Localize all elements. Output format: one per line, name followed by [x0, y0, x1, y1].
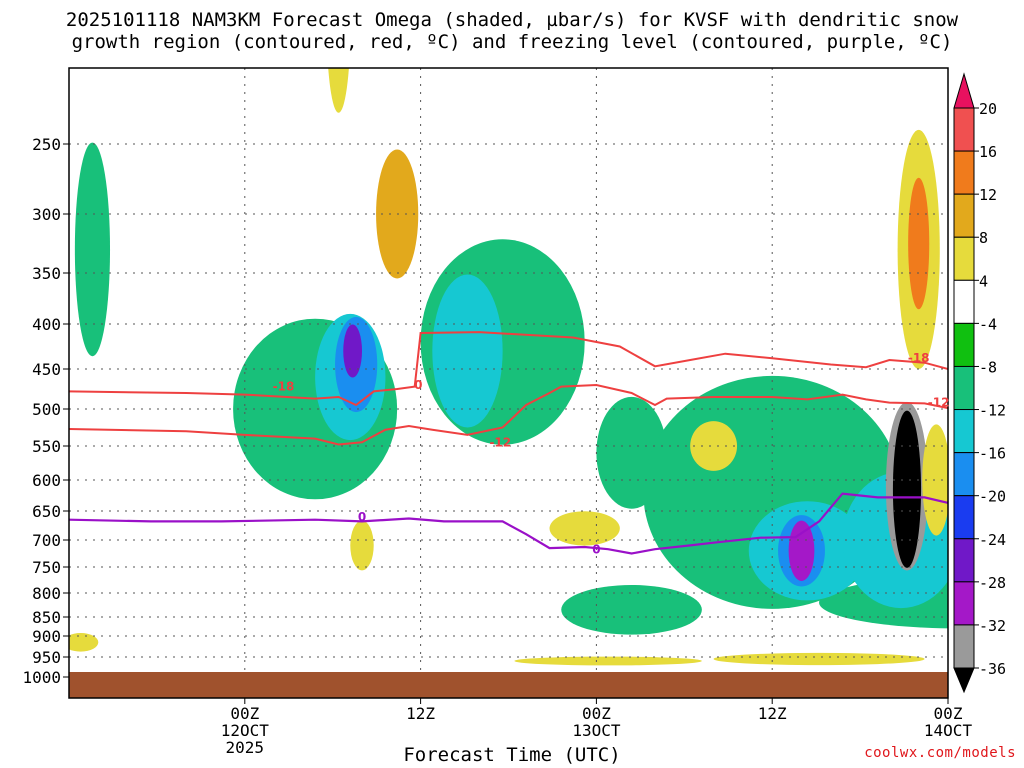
contour-label-dgz_lower: -12: [489, 435, 511, 449]
colorbar-label--16: -16: [979, 445, 1006, 463]
colorbar-label--24: -24: [979, 531, 1006, 549]
colorbar-segment-7: [953, 365, 975, 411]
contour-label-freezing_b: 0: [592, 543, 600, 557]
dgz-minus18-contour: [69, 331, 948, 407]
y-tick-label-250: 250: [32, 135, 61, 154]
colorbar-segment-6: [953, 322, 975, 367]
x-tick-label-0-2: 12OCT: [221, 721, 270, 740]
y-tick-label-700: 700: [32, 531, 61, 550]
omega-region-6: [561, 585, 702, 635]
colorbar-segment-5: [953, 279, 975, 324]
x-axis-title: Forecast Time (UTC): [403, 744, 621, 766]
omega-region-17: [328, 68, 349, 113]
omega-region-8: [432, 274, 503, 428]
omega-region-23: [514, 656, 702, 666]
omega-region-28: [922, 424, 948, 536]
omega-region-16: [892, 410, 922, 568]
omega-region-20: [549, 511, 620, 546]
y-axis: 2503003504004505005506006507007508008509…: [22, 135, 69, 687]
colorbar-label--12: -12: [979, 402, 1006, 420]
ground-layer: [69, 672, 948, 698]
y-tick-label-300: 300: [32, 205, 61, 224]
y-tick-label-900: 900: [32, 627, 61, 646]
contour-label-zero_a: 0: [414, 378, 422, 392]
omega-region-22: [908, 177, 930, 310]
colorbar-label-12: 12: [979, 186, 997, 204]
chart-title-line2: growth region (contoured, red, ºC) and f…: [71, 31, 953, 53]
y-tick-label-750: 750: [32, 558, 61, 577]
omega-region-14: [788, 520, 815, 581]
omega-region-25: [69, 633, 99, 652]
y-tick-label-650: 650: [32, 502, 61, 521]
y-tick-label-450: 450: [32, 360, 61, 379]
x-tick-label-30-2: 13OCT: [572, 721, 621, 740]
x-tick-label-0-3: 2025: [226, 738, 265, 757]
colorbar-segment-10: [953, 495, 975, 540]
colorbar-segment-2: [953, 150, 975, 195]
y-tick-label-500: 500: [32, 400, 61, 419]
colorbar-bottom-arrow: [953, 667, 975, 694]
contour-lines: [69, 331, 948, 555]
y-tick-label-950: 950: [32, 648, 61, 667]
colorbar-segment-9: [953, 452, 975, 497]
colorbar: 20 16 12 8 4 -4 -8 -12 -16 -20 -24 -28 -32 -36: [953, 72, 1006, 694]
ground-fill: [69, 672, 948, 698]
plot-frame: [68, 67, 949, 699]
chart-title-line1: 2025101118 NAM3KM Forecast Omega (shaded…: [65, 9, 959, 31]
colorbar-top-arrow: [953, 72, 975, 109]
colorbar-segment-13: [953, 624, 975, 669]
colorbar-segment-1: [953, 107, 975, 152]
credit-text: coolwx.com/models: [864, 745, 1016, 761]
colorbar-label-16: 16: [979, 143, 997, 161]
colorbar-label--20: -20: [979, 488, 1006, 506]
colorbar-label--32: -32: [979, 617, 1006, 635]
x-tick-label-15-1: 12Z: [406, 704, 435, 723]
colorbar-label-4: 4: [979, 272, 988, 290]
contour-label-dgz_upper: -18: [273, 380, 295, 394]
colorbar-label--8: -8: [979, 358, 997, 376]
contour-label-dgz_lower_right: -12: [928, 396, 950, 410]
colorbar-label--4: -4: [979, 315, 997, 333]
x-tick-label-0-1: 00Z: [230, 704, 259, 723]
x-tick-label-30-1: 00Z: [582, 704, 611, 723]
colorbar-label-8: 8: [979, 229, 988, 247]
y-tick-label-400: 400: [32, 315, 61, 334]
freezing-level-contour: [69, 492, 948, 555]
colorbar-segment-3: [953, 193, 975, 238]
y-tick-label-1000: 1000: [22, 668, 61, 687]
colorbar-segment-4: [953, 236, 975, 281]
omega-region-24: [713, 652, 925, 666]
colorbar-segment-12: [953, 581, 975, 626]
omega-region-13: [343, 324, 362, 378]
colorbar-label--36: -36: [979, 660, 1006, 678]
y-tick-label-350: 350: [32, 264, 61, 283]
colorbar-label-20: 20: [979, 100, 997, 118]
colorbar-label--28: -28: [979, 574, 1006, 592]
y-tick-label-600: 600: [32, 471, 61, 490]
x-tick-label-60-1: 00Z: [934, 704, 963, 723]
y-tick-label-800: 800: [32, 584, 61, 603]
omega-region-27: [690, 421, 738, 471]
dgz-minus12-contour: [69, 383, 948, 446]
colorbar-segment-8: [953, 409, 975, 454]
contour-label-freezing_a: 0: [358, 510, 366, 524]
x-tick-label-45-1: 12Z: [758, 704, 787, 723]
y-tick-label-550: 550: [32, 437, 61, 456]
plot-border: [68, 67, 949, 699]
contour-label-dgz_upper_right: -18: [908, 351, 930, 365]
y-tick-label-850: 850: [32, 608, 61, 627]
x-tick-label-60-2: 14OCT: [924, 721, 973, 740]
colorbar-segment-11: [953, 538, 975, 583]
omega-region-0: [74, 142, 111, 357]
contour-labels: -18 -18 -12 -12 0 0 0: [273, 351, 950, 557]
omega-region-26: [350, 520, 374, 571]
